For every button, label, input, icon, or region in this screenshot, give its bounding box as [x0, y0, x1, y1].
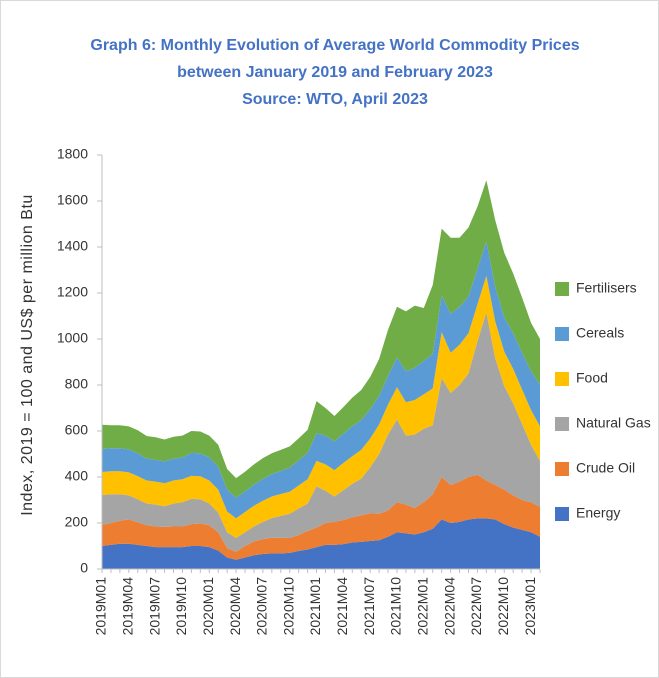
x-tick-label: 2021M01: [307, 577, 323, 636]
chart-title: Source: WTO, April 2023: [242, 91, 428, 108]
x-tick-label: 2020M01: [200, 577, 216, 636]
chart-title: Graph 6: Monthly Evolution of Average Wo…: [90, 37, 579, 54]
y-tick-label: 400: [65, 468, 89, 484]
x-tick-label: 2020M10: [280, 577, 296, 636]
x-tick-label: 2020M07: [254, 577, 270, 636]
x-tick-label: 2022M01: [414, 577, 430, 636]
y-tick-label: 200: [65, 514, 89, 530]
x-tick-label: 2022M04: [441, 577, 457, 636]
area: [102, 518, 540, 569]
y-tick-label: 1600: [57, 192, 88, 208]
y-tick-label: 1200: [57, 284, 88, 300]
x-tick-label: 2020M04: [227, 577, 243, 636]
x-tick-label: 2023M01: [522, 577, 538, 636]
legend-label: Natural Gas: [576, 415, 651, 431]
legend-label: Cereals: [576, 325, 624, 341]
area: [102, 312, 540, 552]
legend-label: Fertilisers: [576, 280, 637, 296]
x-tick-label: 2021M07: [361, 577, 377, 636]
legend-label: Food: [576, 370, 608, 386]
area: [102, 275, 540, 538]
y-tick-label: 0: [80, 560, 88, 576]
legend-swatch: [555, 417, 569, 431]
x-tick-label: 2019M07: [146, 577, 162, 636]
legend-label: Crude Oil: [576, 460, 635, 476]
x-tick-label: 2022M07: [468, 577, 484, 636]
y-tick-label: 1000: [57, 330, 88, 346]
y-tick-label: 600: [65, 422, 89, 438]
x-tick-label: 2019M10: [173, 577, 189, 636]
legend-swatch: [555, 282, 569, 296]
legend-swatch: [555, 327, 569, 341]
x-tick-label: 2022M10: [495, 577, 511, 636]
y-tick-label: 1800: [57, 146, 88, 162]
legend-label: Energy: [576, 505, 620, 521]
x-tick-label: 2021M10: [388, 577, 404, 636]
chart-title: between January 2019 and February 2023: [177, 64, 493, 81]
legend-swatch: [555, 462, 569, 476]
legend-swatch: [555, 507, 569, 521]
legend-swatch: [555, 372, 569, 386]
area: [102, 180, 540, 498]
x-tick-label: 2021M04: [334, 577, 350, 636]
y-axis-label: Index, 2019 = 100 and US$ per million Bt…: [19, 194, 36, 516]
x-tick-label: 2019M01: [93, 577, 109, 636]
y-tick-label: 800: [65, 376, 89, 392]
area: [102, 474, 540, 560]
y-tick-label: 1400: [57, 238, 88, 254]
x-tick-label: 2019M04: [120, 577, 136, 636]
